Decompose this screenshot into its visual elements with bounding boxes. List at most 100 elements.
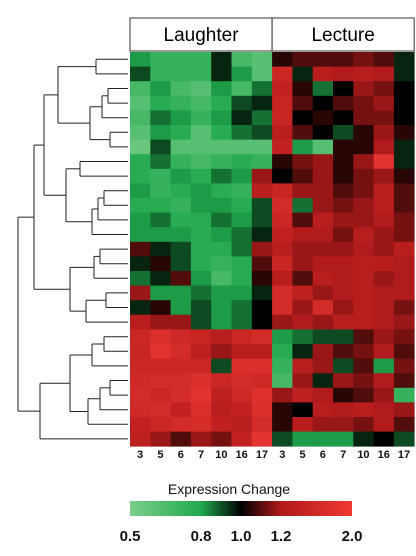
heatmap-cell: [231, 417, 253, 432]
heatmap-cell: [312, 227, 334, 243]
column-tick-label: 10: [215, 449, 227, 461]
heatmap-cell: [393, 95, 415, 111]
heatmap-cell: [251, 183, 273, 199]
heatmap-cell: [272, 241, 293, 257]
heatmap-cell: [150, 271, 171, 286]
heatmap-cell: [312, 198, 334, 213]
heatmap-cell: [211, 212, 232, 228]
heatmap-cell: [292, 241, 314, 257]
heatmap-cell: [292, 402, 314, 418]
heatmap-cell: [272, 183, 293, 199]
heatmap-cell: [333, 431, 354, 447]
heatmap-cell: [373, 373, 395, 389]
heatmap-cell: [231, 227, 253, 243]
heatmap-cell: [170, 52, 192, 67]
heatmap-cell: [272, 417, 293, 432]
heatmap-cell: [130, 183, 151, 199]
heatmap-cell: [231, 95, 253, 111]
heatmap-cell: [312, 52, 334, 67]
heatmap-cell: [333, 329, 354, 345]
heatmap-cell: [150, 95, 171, 111]
heatmap-cell: [333, 344, 354, 359]
heatmap-cell: [373, 154, 395, 170]
heatmap-cell: [333, 271, 354, 286]
heatmap-cell: [150, 314, 171, 330]
heatmap-cell: [373, 66, 395, 82]
heatmap-cell: [150, 417, 171, 432]
heatmap-cell: [353, 387, 374, 403]
heatmap-cell: [251, 417, 273, 432]
heatmap-cell: [251, 241, 273, 257]
heatmap-cell: [211, 285, 232, 301]
heatmap-cell: [272, 139, 293, 155]
heatmap-cell: [353, 329, 374, 345]
heatmap-cell: [373, 300, 395, 316]
heatmap-cell: [251, 66, 273, 82]
heatmap-cell: [190, 285, 212, 301]
heatmap-cell: [312, 168, 334, 184]
heatmap-cell: [292, 154, 314, 170]
heatmap-cell: [353, 183, 374, 199]
heatmap-cell: [292, 198, 314, 213]
heatmap-cell: [373, 417, 395, 432]
heatmap-cell: [130, 66, 151, 82]
heatmap-cell: [333, 81, 354, 97]
heatmap-cell: [251, 373, 273, 389]
heatmap-cell: [190, 387, 212, 403]
heatmap-cell: [292, 110, 314, 126]
heatmap-cell: [272, 154, 293, 170]
heatmap-cell: [251, 300, 273, 316]
heatmap-cell: [170, 358, 192, 374]
heatmap-cell: [211, 271, 232, 286]
heatmap-cell: [333, 139, 354, 155]
heatmap-cell: [373, 52, 395, 67]
heatmap-cell: [272, 81, 293, 97]
heatmap-cell: [130, 110, 151, 126]
heatmap-cell: [190, 402, 212, 418]
heatmap-cell: [333, 212, 354, 228]
heatmap-cell: [170, 344, 192, 359]
legend-tick-label: 2.0: [342, 528, 363, 545]
heatmap-cell: [333, 154, 354, 170]
heatmap-cell: [333, 373, 354, 389]
column-tick-label: 3: [137, 449, 143, 461]
heatmap-cell: [251, 52, 273, 67]
heatmap-cell: [292, 52, 314, 67]
heatmap-cell: [292, 344, 314, 359]
heatmap-cell: [150, 387, 171, 403]
heatmap-cell: [130, 95, 151, 111]
heatmap-cell: [170, 125, 192, 140]
heatmap-cell: [312, 110, 334, 126]
heatmap-cell: [190, 227, 212, 243]
heatmap-cell: [211, 329, 232, 345]
heatmap-cell: [170, 300, 192, 316]
column-tick-label: 7: [340, 449, 346, 461]
column-tick-label: 16: [378, 449, 390, 461]
heatmap-cell: [211, 66, 232, 82]
heatmap-cell: [170, 373, 192, 389]
heatmap-cell: [353, 314, 374, 330]
heatmap-cell: [211, 256, 232, 272]
heatmap-cell: [272, 358, 293, 374]
heatmap-cell: [130, 344, 151, 359]
heatmap-cell: [393, 373, 415, 389]
heatmap-cell: [211, 95, 232, 111]
heatmap-cell: [130, 227, 151, 243]
heatmap-cell: [231, 66, 253, 82]
heatmap-cell: [272, 387, 293, 403]
heatmap-cell: [190, 300, 212, 316]
heatmap-cell: [272, 52, 293, 67]
heatmap-cell: [251, 431, 273, 447]
heatmap-cell: [130, 256, 151, 272]
heatmap-cell: [231, 329, 253, 345]
heatmap-cell: [170, 183, 192, 199]
heatmap-cell: [353, 110, 374, 126]
heatmap-cell: [251, 110, 273, 126]
heatmap-cell: [373, 431, 395, 447]
heatmap-cell: [312, 373, 334, 389]
heatmap-cell: [333, 198, 354, 213]
legend-color-bar: [130, 501, 352, 516]
heatmap-cell: [211, 168, 232, 184]
group-headers: Laughter Lecture: [129, 17, 415, 52]
heatmap-cell: [292, 139, 314, 155]
